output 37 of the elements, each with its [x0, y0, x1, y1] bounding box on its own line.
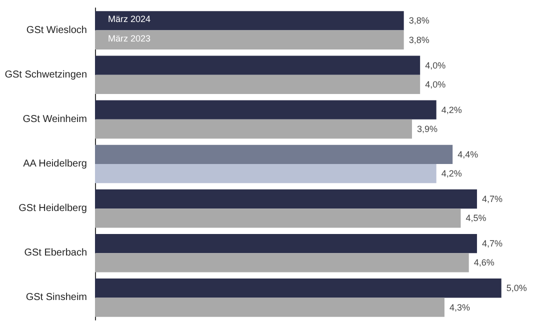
- bar: [95, 298, 444, 317]
- data-label: 4,3%: [449, 302, 470, 312]
- bar: [95, 278, 502, 298]
- y-tick-label: GSt Wiesloch: [26, 24, 87, 36]
- bar: [95, 100, 436, 120]
- data-label: 4,6%: [474, 258, 494, 268]
- y-tick-label: GSt Schwetzingen: [4, 69, 87, 80]
- data-label: 3,8%: [408, 34, 430, 45]
- data-label: 5,0%: [506, 283, 527, 294]
- bar: [95, 189, 477, 209]
- data-label: 4,7%: [482, 194, 502, 204]
- data-label: 3,9%: [416, 124, 438, 134]
- data-label: 4,7%: [482, 238, 502, 249]
- data-label: 4,4%: [458, 149, 478, 160]
- y-tick-label: AA Heidelberg: [23, 158, 87, 170]
- bar: [95, 74, 420, 94]
- data-label: 3,8%: [408, 16, 430, 26]
- data-label: 4,0%: [425, 79, 446, 90]
- bar: [95, 164, 436, 184]
- data-label: 4,2%: [441, 104, 462, 115]
- bar: [95, 11, 404, 30]
- y-tick-label: GSt Weinheim: [22, 114, 87, 125]
- data-label: 4,5%: [466, 213, 486, 224]
- bar: [95, 119, 412, 139]
- data-label: 4,2%: [441, 168, 462, 179]
- bar: [95, 56, 420, 75]
- data-label: 4,0%: [425, 60, 446, 70]
- bar: [95, 144, 453, 164]
- y-tick-label: GSt Heidelberg: [18, 203, 87, 214]
- bar: [95, 208, 461, 228]
- bar: [95, 234, 477, 254]
- bar: [95, 253, 469, 272]
- series-label: März 2023: [108, 33, 151, 44]
- y-tick-label: GSt Eberbach: [24, 248, 87, 259]
- series-label: März 2024: [108, 14, 151, 24]
- y-tick-label: GSt Sinsheim: [26, 292, 87, 304]
- bar: [95, 30, 404, 50]
